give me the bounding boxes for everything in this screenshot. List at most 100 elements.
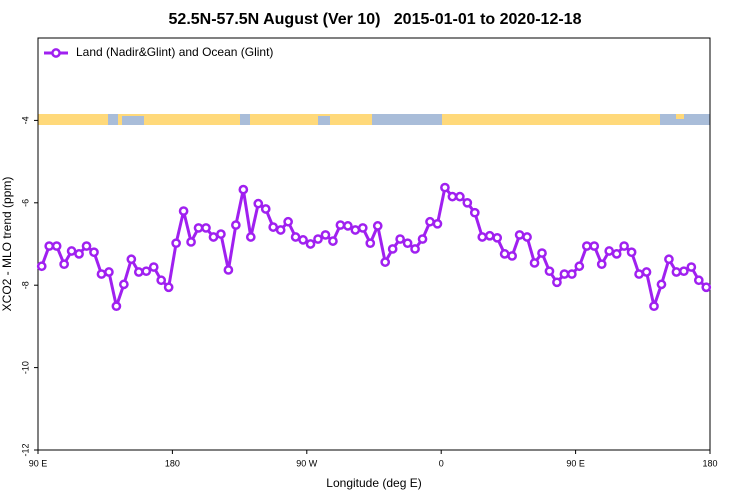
y-axis-label: XCO2 - MLO trend (ppm): [0, 177, 14, 312]
data-point: [410, 244, 420, 254]
data-point: [567, 269, 577, 279]
data-point: [425, 216, 435, 227]
data-point: [514, 230, 525, 240]
data-point: [298, 235, 308, 245]
data-point: [574, 261, 585, 272]
data-point: [469, 207, 480, 218]
data-point: [499, 249, 510, 259]
data-point: [74, 249, 84, 259]
data-point: [328, 236, 338, 246]
data-point: [581, 241, 592, 251]
data-point: [402, 238, 413, 249]
data-point: [387, 244, 398, 254]
data-point: [186, 237, 196, 247]
data-point: [313, 234, 323, 244]
data-point: [148, 262, 159, 272]
data-point: [365, 238, 376, 249]
data-point: [440, 182, 450, 193]
data-point: [686, 262, 697, 272]
data-point: [163, 282, 174, 293]
data-point: [641, 267, 652, 277]
data-point: [81, 241, 92, 251]
data-point: [350, 225, 361, 235]
data-point: [171, 238, 181, 249]
data-point: [119, 279, 129, 290]
data-point: [290, 232, 301, 242]
data-point: [238, 184, 249, 195]
data-point: [596, 259, 607, 270]
data-point: [693, 275, 704, 286]
legend-marker: [51, 48, 61, 58]
data-point: [634, 269, 644, 279]
data-point: [462, 197, 473, 208]
data-point: [104, 267, 114, 277]
data-point: [201, 223, 211, 233]
data-point: [89, 247, 99, 258]
data-point: [357, 223, 368, 233]
data-point: [611, 249, 622, 259]
data-point: [283, 216, 293, 227]
data-point: [96, 269, 107, 279]
data-point: [395, 234, 405, 244]
data-point: [380, 257, 391, 267]
data-point: [111, 301, 122, 312]
data-point: [529, 258, 540, 268]
data-point: [447, 191, 458, 202]
data-point: [604, 246, 615, 256]
x-axis-label: Longitude (deg E): [326, 476, 421, 490]
data-point: [141, 266, 152, 277]
data-point: [193, 223, 204, 233]
data-point: [335, 220, 346, 230]
data-point: [223, 265, 234, 275]
x-tick-label: 90 W: [296, 458, 318, 468]
data-point: [619, 241, 629, 251]
legend-label: Land (Nadir&Glint) and Ocean (Glint): [76, 45, 273, 59]
x-tick-label: 0: [439, 458, 444, 468]
data-point: [275, 225, 286, 235]
data-point: [231, 220, 241, 230]
data-point: [537, 248, 547, 258]
land-ocean-band: [38, 114, 710, 125]
data-point: [589, 241, 600, 251]
data-point: [320, 230, 331, 240]
data-point: [268, 222, 279, 232]
data-point: [208, 232, 219, 242]
data-point: [484, 230, 495, 241]
data-point: [36, 261, 47, 272]
data-point: [679, 266, 689, 277]
data-point: [305, 239, 316, 249]
y-tick-label: -8: [20, 281, 30, 289]
data-point: [133, 267, 144, 277]
data-point: [51, 241, 62, 251]
x-tick-label: 90 E: [29, 458, 48, 468]
x-tick-label: 180: [702, 458, 717, 468]
data-point: [671, 267, 682, 277]
data-point: [372, 221, 383, 231]
data-point: [477, 232, 488, 242]
data-point: [559, 269, 570, 279]
data-point: [178, 206, 189, 216]
data-point: [417, 234, 428, 244]
data-point: [126, 254, 137, 265]
data-point: [544, 266, 555, 277]
data-point: [656, 279, 667, 290]
data-point: [701, 282, 712, 293]
data-point: [507, 251, 517, 261]
x-tick-label: 90 E: [566, 458, 585, 468]
data-point: [343, 221, 353, 231]
data-point: [432, 218, 443, 229]
data-point: [626, 247, 637, 258]
data-point: [253, 198, 264, 209]
data-point: [455, 191, 465, 202]
data-point: [522, 232, 532, 242]
data-point: [156, 275, 167, 286]
data-point: [552, 277, 562, 288]
data-point: [245, 232, 256, 242]
y-tick-label: -4: [20, 116, 30, 124]
x-tick-label: 180: [165, 458, 180, 468]
data-point: [649, 301, 659, 312]
chart-title: 52.5N-57.5N August (Ver 10) 2015-01-01 t…: [169, 11, 582, 28]
data-point: [664, 254, 674, 265]
